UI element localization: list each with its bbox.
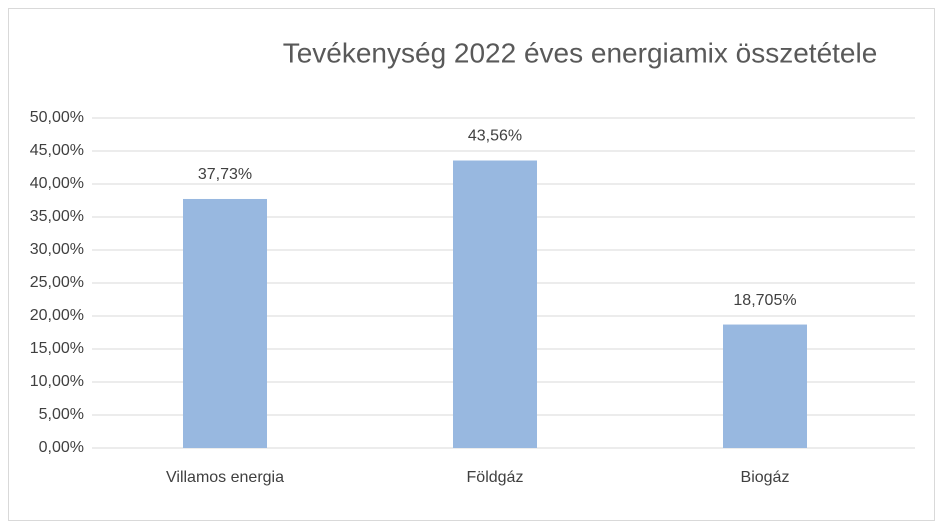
bar (723, 324, 807, 448)
y-tick-label: 10,00% (30, 373, 84, 390)
y-tick-label: 15,00% (30, 340, 84, 357)
x-tick-label: Villamos energia (166, 469, 284, 486)
y-tick-label: 35,00% (30, 208, 84, 225)
y-tick-label: 40,00% (30, 175, 84, 192)
y-tick-label: 25,00% (30, 274, 84, 291)
y-tick-label: 50,00% (30, 109, 84, 126)
data-label: 37,73% (198, 166, 252, 183)
x-tick-label: Biogáz (741, 469, 790, 486)
bar (183, 198, 267, 448)
x-tick-label: Földgáz (467, 469, 524, 486)
y-tick-label: 20,00% (30, 307, 84, 324)
data-label: 43,56% (468, 128, 522, 145)
chart-title: Tevékenység 2022 éves energiamix összeté… (283, 37, 878, 68)
data-label: 18,705% (733, 292, 796, 309)
y-tick-label: 30,00% (30, 241, 84, 258)
y-tick-label: 0,00% (39, 439, 84, 456)
bar (453, 160, 537, 448)
y-tick-label: 45,00% (30, 142, 84, 159)
y-tick-label: 5,00% (39, 406, 84, 423)
